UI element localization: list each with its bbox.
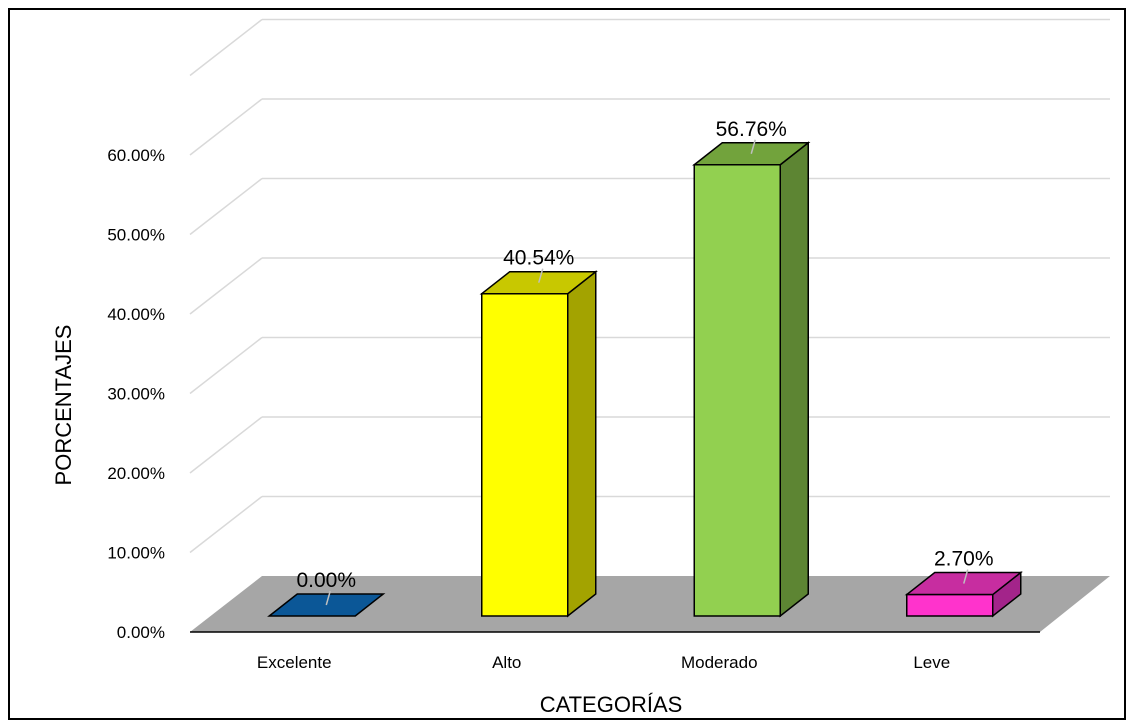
bar-side xyxy=(567,270,597,618)
gridline-side xyxy=(189,336,263,395)
data-label: 0.00% xyxy=(296,569,356,592)
y-axis-title: PORCENTAJES xyxy=(51,325,76,486)
gridline-side xyxy=(189,177,263,236)
leader-line xyxy=(325,590,331,606)
bar-front xyxy=(906,593,994,617)
gridline-side xyxy=(189,257,263,315)
x-tick-label: Excelente xyxy=(257,653,332,672)
y-tick-label: 10.00% xyxy=(107,544,165,563)
x-tick-label: Alto xyxy=(492,653,521,672)
y-tick-label: 30.00% xyxy=(107,385,165,404)
bar-side xyxy=(779,141,809,618)
gridline-side xyxy=(189,98,263,156)
gridline-side xyxy=(189,18,263,77)
bar-alto xyxy=(479,270,598,618)
data-label: 2.70% xyxy=(934,548,994,571)
bar-front xyxy=(481,292,569,617)
leader-line xyxy=(750,139,756,154)
leader-line xyxy=(538,268,544,283)
y-tick-label: 60.00% xyxy=(107,146,165,165)
chart-floor xyxy=(190,576,1110,632)
y-tick-label: 50.00% xyxy=(107,226,165,245)
gridline-side xyxy=(189,495,263,554)
bar-moderado xyxy=(692,141,811,618)
x-tick-label: Leve xyxy=(913,653,950,672)
x-axis-title: CATEGORÍAS xyxy=(540,692,683,717)
data-label: 56.76% xyxy=(716,118,787,141)
x-tick-label: Moderado xyxy=(681,653,758,672)
leader-line xyxy=(963,569,969,584)
bar-front xyxy=(693,164,781,617)
data-label: 40.54% xyxy=(503,247,574,270)
gridline-side xyxy=(189,416,263,474)
y-tick-label: 0.00% xyxy=(117,623,165,642)
y-tick-label: 40.00% xyxy=(107,305,165,324)
y-tick-label: 20.00% xyxy=(107,464,165,483)
